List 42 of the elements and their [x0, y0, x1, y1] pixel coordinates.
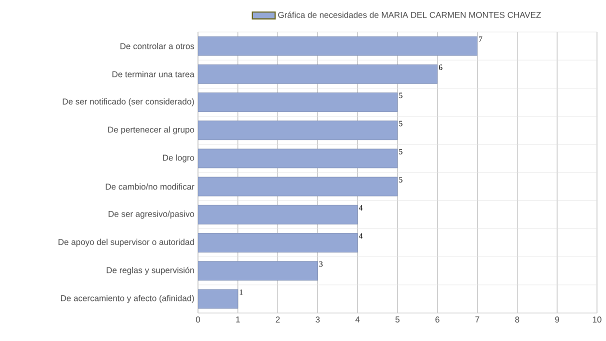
y-tick-label: De cambio/no modificar [106, 183, 194, 190]
x-tick-label: 1 [236, 316, 240, 322]
data-label: 7 [479, 36, 482, 42]
data-label: 5 [399, 148, 402, 154]
data-label: 1 [240, 289, 243, 295]
bar [198, 92, 398, 112]
x-tick-label: 8 [515, 316, 520, 323]
y-tick-label: De ser notificado (ser considerado) [62, 98, 194, 106]
y-tick-label: De pertenecer al grupo [108, 126, 194, 134]
bar [198, 233, 358, 252]
data-label: 5 [399, 177, 402, 182]
bar [198, 64, 438, 84]
x-tick-label: 7 [475, 316, 480, 322]
x-tick-label: 9 [555, 316, 560, 323]
y-tick-label: De terminar una tarea [112, 71, 194, 78]
y-tick-label: De apoyo del supervisor o autoridad [58, 238, 194, 247]
x-tick-label: 5 [395, 316, 400, 322]
bar [198, 289, 238, 309]
bar [198, 261, 318, 281]
data-label: 3 [319, 261, 323, 267]
x-tick-label: 4 [355, 316, 360, 322]
bar [198, 204, 358, 224]
data-label: 5 [399, 120, 402, 126]
y-tick-label: De controlar a otros [120, 42, 194, 50]
y-tick-label: De reglas y supervisión [106, 266, 194, 275]
x-tick-label: 2 [276, 316, 280, 322]
y-tick-label: De ser agresivo/pasivo [108, 210, 194, 219]
bar [198, 120, 398, 140]
x-tick-label: 3 [316, 316, 320, 323]
x-tick-label: 0 [196, 316, 200, 323]
y-tick-label: De acercamiento y afecto (afinidad) [60, 294, 194, 303]
legend-label: Gráfica de necesidades de MARIA DEL CARMEN MONTES CHAVEZ [278, 12, 541, 18]
y-tick-label: De logro [163, 154, 194, 162]
data-label: 4 [358, 233, 363, 239]
bar [198, 176, 398, 196]
x-tick-label: 6 [435, 316, 440, 323]
bar [198, 36, 478, 56]
data-label: 4 [358, 205, 363, 210]
data-label: 6 [438, 64, 442, 70]
x-tick-label: 10 [592, 316, 602, 323]
data-label: 5 [399, 92, 402, 98]
bar [198, 148, 398, 168]
